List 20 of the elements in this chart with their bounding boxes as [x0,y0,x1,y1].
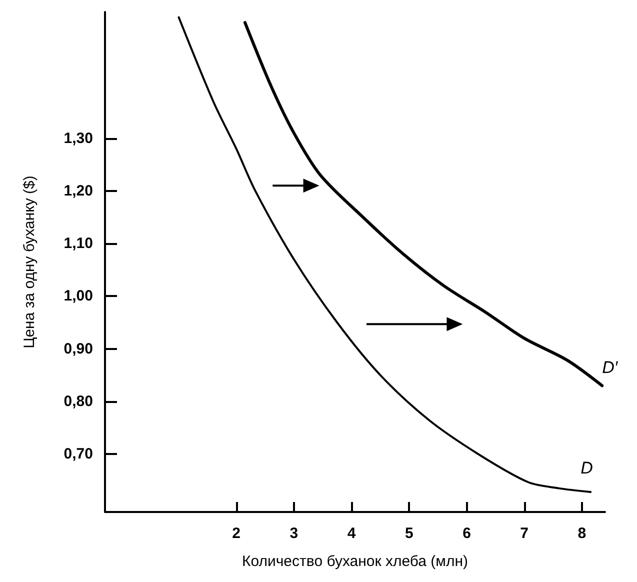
line-series [178,16,592,493]
series-label: D′ [602,358,618,378]
x-tick-label: 4 [347,525,356,542]
y-tick-label: 1,00 [64,288,93,305]
x-tick-label: 2 [232,525,241,542]
y-axis-title: Цена за одну буханку ($) [21,176,38,348]
x-tick-label: 3 [290,525,298,542]
y-tick-label: 1,20 [64,182,93,200]
x-tick-label: 8 [578,525,586,542]
x-tick-label: 6 [462,525,471,542]
y-tick-label: 0,80 [64,392,93,410]
y-tick-label: 0,70 [64,446,93,463]
y-tick-label: 0,90 [64,340,93,358]
y-tick-label: 1,10 [64,235,93,252]
x-axis-title: Количество буханок хлеба (млн) [242,553,468,570]
y-tick-label: 1,30 [64,130,93,147]
series-label: D [580,458,593,478]
x-tick-label: 7 [520,525,529,542]
x-tick-label: 5 [404,525,414,542]
line-series [243,21,604,388]
